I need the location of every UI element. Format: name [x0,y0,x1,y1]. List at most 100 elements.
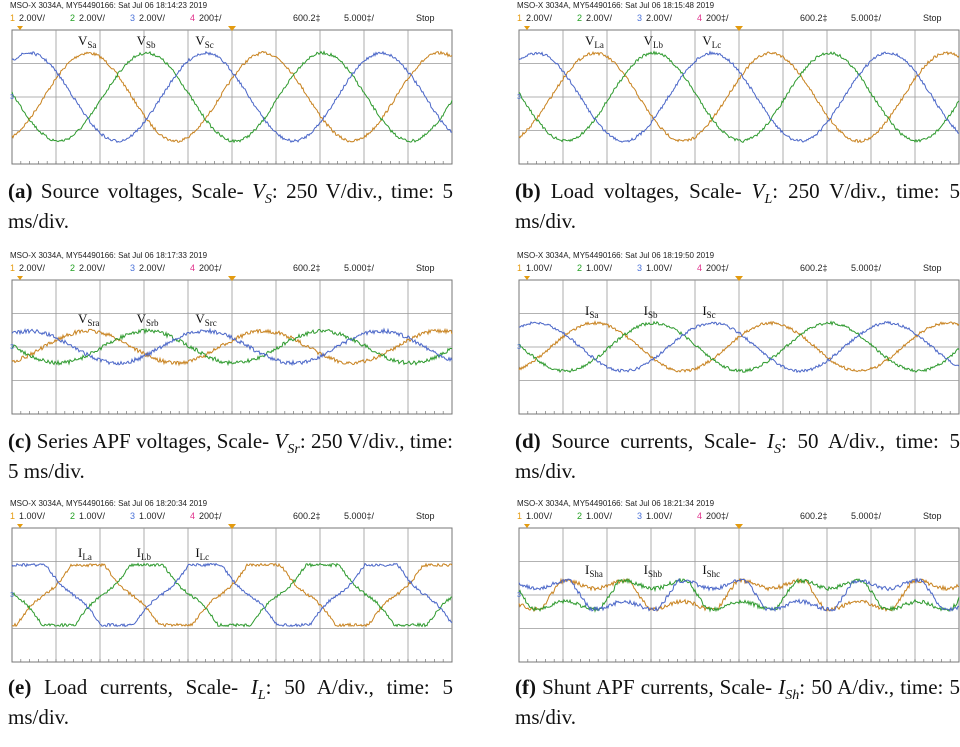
trace-label-sub: Sc [205,40,214,50]
channel-scale: 1.00V/ [586,511,613,521]
delay: 600.2‡ [293,511,321,521]
trace-label-sub: Src [205,318,217,328]
ground-marker: 3 [10,592,14,599]
scope-header: MSO-X 3034A, MY54490166: Sat Jul 06 18:2… [517,499,715,508]
caption-label: (d) [515,429,541,453]
channel-scale: 200‡/ [199,13,222,23]
trace-label-sub: Sb [146,40,156,50]
caption-label: (e) [8,675,31,699]
caption-text: Load voltages, Scale- [551,179,742,203]
caption-text: Source voltages, Scale- [41,179,244,203]
scope-header: MSO-X 3034A, MY54490166: Sat Jul 06 18:2… [10,499,208,508]
caption-label: (b) [515,179,541,203]
trace-label-sub: Sc [707,310,716,320]
channel-number: 1 [10,13,15,23]
channel-number: 4 [697,263,702,273]
channel-number: 3 [637,13,642,23]
channel-scale: 200‡/ [706,263,729,273]
channel-number: 3 [130,13,135,23]
channel-number: 1 [517,263,522,273]
timebase: 5.000‡/ [851,263,882,273]
caption-symbol-sub: L [258,688,266,703]
channel-scale: 1.00V/ [139,511,166,521]
scope-screen: MSO-X 3034A, MY54490166: Sat Jul 06 18:1… [8,250,455,418]
channel-scale: 2.00V/ [586,13,613,23]
channel-number: 2 [70,13,75,23]
caption: (a) Source voltages, Scale- VS: 250 V/di… [8,176,453,236]
caption-symbol-sub: S [265,192,272,207]
caption: (b) Load voltages, Scale- VL: 250 V/div.… [515,176,960,236]
timebase: 5.000‡/ [344,13,375,23]
scope-screen: MSO-X 3034A, MY54490166: Sat Jul 06 18:1… [515,250,960,418]
caption-label: (f) [515,675,536,699]
channel-scale: 1.00V/ [526,511,553,521]
trace-label-sub: La [594,40,604,50]
scope-screen: MSO-X 3034A, MY54490166: Sat Jul 06 18:2… [515,498,960,666]
scope-screen: MSO-X 3034A, MY54490166: Sat Jul 06 18:1… [8,0,455,168]
trigger-marker [524,524,530,528]
scope-header: MSO-X 3034A, MY54490166: Sat Jul 06 18:1… [517,251,715,260]
caption-text: Shunt APF currents, Scale- [542,675,772,699]
channel-scale: 2.00V/ [646,13,673,23]
channel-number: 1 [517,13,522,23]
channel-scale: 2.00V/ [139,13,166,23]
caption-text: Source currents, Scale- [551,429,756,453]
channel-scale: 200‡/ [706,13,729,23]
status: Stop [416,511,435,521]
caption: (c) Series APF voltages, Scale- VSr: 250… [8,426,453,486]
caption-symbol: V [752,179,765,203]
caption: (f) Shunt APF currents, Scale- ISh: 50 A… [515,672,960,732]
channel-number: 4 [697,511,702,521]
trace-label-sub: Shb [648,569,663,579]
scope-header: MSO-X 3034A, MY54490166: Sat Jul 06 18:1… [517,1,715,10]
channel-number: 3 [637,263,642,273]
channel-scale: 1.00V/ [586,263,613,273]
channel-scale: 200‡/ [706,511,729,521]
channel-number: 4 [697,13,702,23]
trigger-marker [17,26,23,30]
scope-header: MSO-X 3034A, MY54490166: Sat Jul 06 18:1… [10,251,208,260]
caption: (d) Source currents, Scale- IS: 50 A/div… [515,426,960,486]
caption: (e) Load currents, Scale- IL: 50 A/div.,… [8,672,453,732]
trace-label-sub: Sha [589,569,603,579]
caption-symbol: I [251,675,258,699]
status: Stop [923,13,942,23]
trace-label-sub: Shc [707,569,721,579]
trace-label-sub: Sa [589,310,598,320]
caption-label: (c) [8,429,31,453]
status: Stop [416,13,435,23]
caption-symbol-sub-text: Sr [287,442,299,457]
trigger-marker [524,26,530,30]
channel-scale: 2.00V/ [79,263,106,273]
trigger-marker [524,276,530,280]
channel-scale: 1.00V/ [646,511,673,521]
trigger-marker [17,276,23,280]
trace-label-sub: Lc [712,40,722,50]
trace-label-sub: Srb [146,318,159,328]
channel-number: 3 [130,511,135,521]
trace-label-sub: Sa [87,40,96,50]
trigger-marker [17,524,23,528]
channel-scale: 2.00V/ [19,263,46,273]
channel-number: 2 [577,263,582,273]
caption-symbol-sub-text: S [774,442,781,457]
channel-number: 4 [190,13,195,23]
scope-screen: MSO-X 3034A, MY54490166: Sat Jul 06 18:1… [515,0,960,168]
channel-scale: 1.00V/ [646,263,673,273]
scope-screen: MSO-X 3034A, MY54490166: Sat Jul 06 18:2… [8,498,455,666]
channel-scale: 2.00V/ [19,13,46,23]
delay: 600.2‡ [293,13,321,23]
trace-label-sub: Sb [648,310,658,320]
channel-number: 3 [637,511,642,521]
ground-marker: 3 [517,344,521,351]
channel-scale: 1.00V/ [526,263,553,273]
timebase: 5.000‡/ [344,511,375,521]
channel-scale: 2.00V/ [526,13,553,23]
trace-label-sub: Lb [141,552,151,562]
channel-scale: 2.00V/ [139,263,166,273]
status: Stop [416,263,435,273]
caption-symbol-sub: Sh [785,688,799,703]
channel-number: 4 [190,511,195,521]
trace-label-sub: La [82,552,92,562]
delay: 600.2‡ [293,263,321,273]
